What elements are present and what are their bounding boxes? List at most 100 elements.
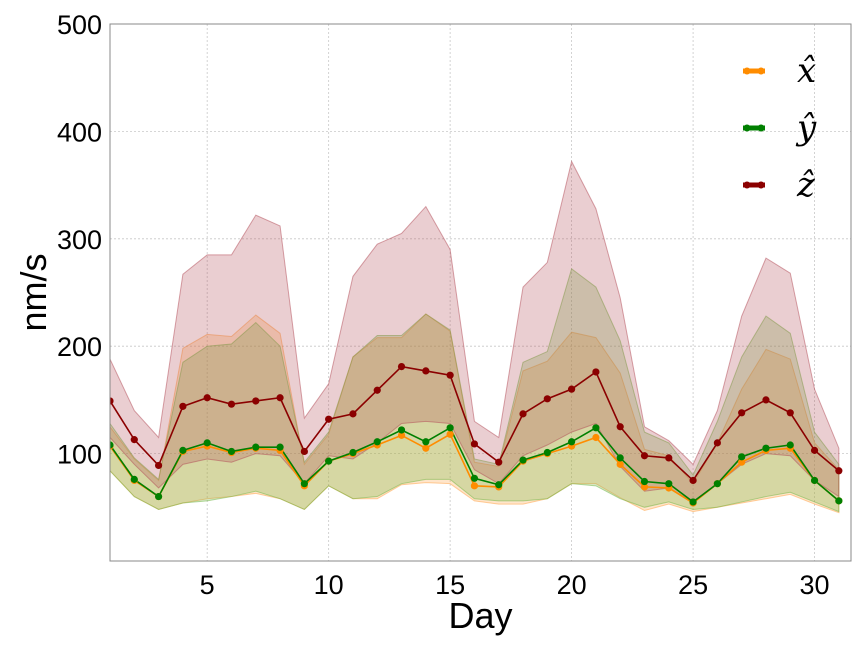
point-series-2 [300, 480, 308, 488]
legend: x̂ ŷẑ [743, 51, 817, 205]
legend-swatch-marker [743, 67, 751, 75]
x-tick-label: 15 [435, 570, 465, 600]
point-series-3 [325, 415, 333, 423]
point-series-3 [154, 461, 163, 470]
point-series-2 [543, 448, 551, 457]
point-series-3 [252, 397, 260, 405]
point-series-3 [130, 436, 138, 444]
point-series-2 [519, 456, 527, 464]
confidence-bands [110, 160, 840, 514]
point-series-1 [446, 430, 454, 438]
point-series-1 [397, 431, 406, 439]
point-series-2 [835, 497, 843, 505]
point-series-2 [179, 446, 187, 454]
x-axis-title: Day [448, 595, 512, 636]
point-series-3 [110, 397, 114, 405]
point-series-1 [422, 444, 430, 452]
point-series-3 [470, 440, 479, 448]
point-series-1 [616, 460, 624, 468]
legend-swatch-marker [757, 67, 765, 75]
y-axis-title: nm/s [13, 253, 54, 331]
point-series-3 [738, 409, 746, 417]
point-series-2 [227, 447, 236, 456]
legend-swatch-marker [743, 181, 751, 189]
y-tick-label: 500 [57, 10, 102, 40]
x-tick-label: 10 [314, 570, 344, 600]
point-series-2 [592, 424, 600, 432]
x-tick-label: 25 [678, 570, 708, 600]
point-series-2 [568, 438, 576, 446]
x-tick-labels: 5 10 15 20 25 30 [200, 570, 830, 600]
point-series-2 [203, 439, 211, 447]
band-series-2 [110, 268, 840, 513]
point-series-3 [397, 363, 406, 371]
point-series-3 [203, 394, 211, 402]
legend-label: x̂ [797, 51, 816, 91]
point-series-3 [276, 394, 284, 402]
point-series-2 [110, 441, 114, 449]
y-tick-label: 200 [57, 332, 102, 362]
point-series-2 [373, 438, 381, 446]
y-tick-label: 300 [57, 225, 102, 255]
point-series-2 [446, 424, 454, 432]
point-series-2 [689, 498, 697, 506]
point-series-2 [810, 476, 819, 485]
point-series-2 [616, 454, 624, 462]
point-series-2 [786, 441, 794, 449]
point-series-3 [495, 458, 503, 466]
point-series-2 [252, 443, 260, 451]
point-series-3 [543, 395, 551, 403]
legend-swatch-marker [757, 181, 765, 189]
point-series-2 [276, 443, 284, 451]
y-tick-labels: 100 200 300 400 500 [57, 10, 102, 470]
series-points [110, 363, 843, 507]
point-series-1 [738, 458, 746, 466]
point-series-3 [810, 446, 819, 454]
point-series-3 [446, 371, 454, 379]
point-series-1 [592, 433, 600, 442]
y-tick-label: 100 [57, 440, 102, 470]
point-series-3 [713, 439, 721, 447]
point-series-2 [349, 448, 357, 457]
point-series-3 [422, 367, 430, 375]
point-series-3 [616, 423, 624, 431]
point-series-3 [349, 410, 357, 418]
x-tick-label: 20 [557, 570, 587, 600]
point-series-1 [640, 483, 649, 491]
x-tick-label: 5 [200, 570, 215, 600]
point-series-2 [154, 492, 163, 501]
point-series-2 [130, 475, 138, 483]
point-series-3 [300, 447, 308, 456]
point-series-3 [665, 454, 673, 462]
point-series-3 [568, 385, 576, 393]
point-series-2 [397, 426, 406, 434]
point-series-3 [689, 476, 697, 485]
point-series-2 [422, 438, 430, 446]
plot-frame [109, 23, 852, 562]
x-tick-label: 30 [800, 570, 830, 600]
point-series-2 [738, 453, 746, 461]
legend-label: ŷ [795, 108, 817, 148]
y-tick-label: 400 [57, 117, 102, 147]
legend-swatch-marker [743, 124, 751, 132]
point-series-3 [640, 452, 649, 460]
point-series-3 [786, 409, 794, 417]
point-series-2 [762, 444, 770, 452]
point-series-2 [713, 480, 721, 488]
band-series-3 [110, 160, 840, 503]
point-series-3 [762, 396, 770, 404]
point-series-3 [835, 467, 843, 475]
point-series-3 [373, 386, 381, 394]
point-series-2 [495, 481, 503, 489]
point-series-1 [470, 482, 479, 490]
point-series-3 [227, 400, 236, 408]
point-series-3 [179, 402, 187, 410]
point-series-2 [665, 480, 673, 488]
point-series-2 [470, 474, 479, 482]
point-series-2 [640, 477, 649, 486]
legend-label: ẑ [796, 165, 816, 205]
point-series-3 [519, 410, 527, 418]
legend-swatch-marker [757, 124, 765, 132]
point-series-3 [592, 368, 600, 376]
